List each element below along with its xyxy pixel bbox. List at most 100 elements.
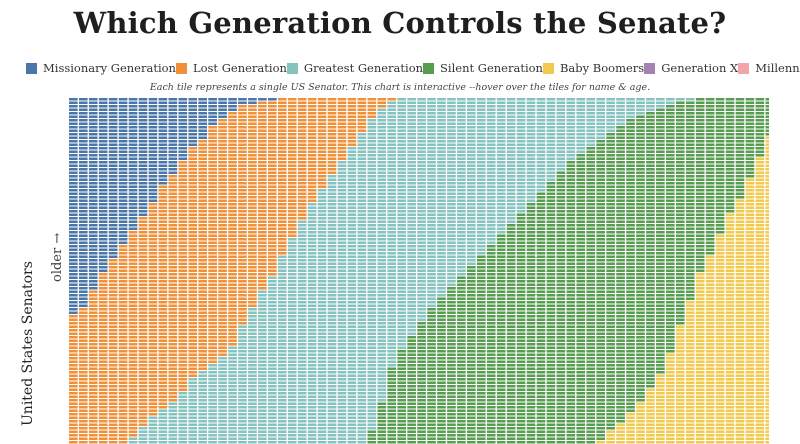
senator-tile[interactable] (526, 154, 536, 157)
senator-tile[interactable] (218, 360, 227, 364)
senator-tile[interactable] (377, 178, 387, 182)
senator-tile[interactable] (178, 126, 188, 129)
senator-tile[interactable] (407, 189, 416, 192)
senator-tile[interactable] (347, 434, 357, 437)
senator-tile[interactable] (198, 112, 207, 115)
senator-tile[interactable] (407, 409, 416, 413)
senator-tile[interactable] (148, 294, 158, 297)
senator-tile[interactable] (357, 217, 367, 220)
senator-tile[interactable] (476, 269, 486, 273)
senator-tile[interactable] (287, 252, 297, 255)
senator-tile[interactable] (407, 119, 416, 122)
senator-tile[interactable] (337, 322, 347, 325)
senator-tile[interactable] (108, 304, 118, 308)
senator-tile[interactable] (357, 126, 367, 129)
senator-tile[interactable] (277, 280, 287, 283)
senator-tile[interactable] (138, 178, 148, 182)
senator-tile[interactable] (476, 115, 486, 119)
senator-tile[interactable] (287, 385, 297, 388)
senator-tile[interactable] (427, 441, 436, 444)
senator-tile[interactable] (536, 154, 546, 157)
senator-tile[interactable] (148, 437, 158, 441)
senator-tile[interactable] (417, 122, 426, 126)
senator-tile[interactable] (108, 280, 118, 283)
senator-tile[interactable] (407, 339, 416, 343)
senator-tile[interactable] (327, 430, 337, 434)
senator-tile[interactable] (178, 367, 188, 371)
senator-tile[interactable] (138, 231, 148, 234)
senator-tile[interactable] (486, 196, 496, 199)
senator-tile[interactable] (486, 350, 496, 353)
senator-tile[interactable] (457, 164, 466, 168)
senator-tile[interactable] (476, 178, 486, 182)
senator-tile[interactable] (287, 273, 297, 276)
senator-tile[interactable] (407, 108, 416, 112)
senator-tile[interactable] (327, 133, 337, 136)
senator-tile[interactable] (536, 192, 546, 196)
senator-tile[interactable] (268, 231, 277, 234)
senator-tile[interactable] (88, 311, 98, 315)
senator-tile[interactable] (327, 119, 337, 122)
senator-tile[interactable] (447, 105, 456, 108)
senator-tile[interactable] (78, 119, 88, 122)
senator-tile[interactable] (178, 147, 188, 150)
senator-tile[interactable] (297, 238, 307, 241)
senator-tile[interactable] (407, 441, 416, 444)
senator-tile[interactable] (516, 224, 526, 227)
senator-tile[interactable] (108, 423, 118, 427)
senator-tile[interactable] (268, 360, 277, 364)
senator-tile[interactable] (486, 294, 496, 297)
senator-tile[interactable] (98, 234, 108, 238)
senator-tile[interactable] (208, 255, 217, 259)
senator-tile[interactable] (78, 224, 88, 227)
senator-tile[interactable] (417, 364, 426, 367)
senator-tile[interactable] (148, 374, 158, 378)
senator-tile[interactable] (228, 241, 237, 245)
senator-tile[interactable] (238, 175, 247, 178)
senator-tile[interactable] (88, 350, 98, 353)
senator-tile[interactable] (536, 119, 546, 122)
senator-tile[interactable] (387, 224, 397, 227)
senator-tile[interactable] (526, 147, 536, 150)
senator-tile[interactable] (158, 175, 168, 178)
senator-tile[interactable] (467, 437, 476, 441)
senator-tile[interactable] (496, 409, 506, 413)
senator-tile[interactable] (238, 304, 247, 308)
senator-tile[interactable] (69, 381, 78, 385)
senator-tile[interactable] (486, 402, 496, 406)
senator-tile[interactable] (347, 217, 357, 220)
senator-tile[interactable] (536, 248, 546, 252)
senator-tile[interactable] (347, 332, 357, 336)
senator-tile[interactable] (407, 98, 416, 101)
senator-tile[interactable] (447, 98, 456, 101)
senator-tile[interactable] (427, 392, 436, 395)
senator-tile[interactable] (277, 210, 287, 213)
senator-tile[interactable] (327, 322, 337, 325)
senator-tile[interactable] (447, 238, 456, 241)
senator-tile[interactable] (457, 199, 466, 203)
senator-tile[interactable] (128, 339, 138, 343)
senator-tile[interactable] (516, 192, 526, 196)
senator-tile[interactable] (178, 280, 188, 283)
senator-tile[interactable] (98, 213, 108, 217)
senator-tile[interactable] (447, 371, 456, 374)
senator-tile[interactable] (228, 115, 237, 119)
senator-tile[interactable] (188, 224, 198, 227)
senator-tile[interactable] (268, 371, 277, 374)
senator-tile[interactable] (108, 147, 118, 150)
senator-tile[interactable] (148, 395, 158, 399)
senator-tile[interactable] (347, 273, 357, 276)
senator-tile[interactable] (417, 206, 426, 210)
senator-tile[interactable] (357, 231, 367, 234)
senator-tile[interactable] (297, 434, 307, 437)
senator-tile[interactable] (198, 437, 207, 441)
senator-tile[interactable] (467, 346, 476, 350)
senator-tile[interactable] (268, 367, 277, 371)
senator-tile[interactable] (268, 353, 277, 357)
senator-tile[interactable] (297, 185, 307, 189)
senator-tile[interactable] (337, 336, 347, 339)
senator-tile[interactable] (148, 175, 158, 178)
senator-tile[interactable] (248, 318, 257, 322)
senator-tile[interactable] (337, 101, 347, 105)
senator-tile[interactable] (526, 245, 536, 248)
